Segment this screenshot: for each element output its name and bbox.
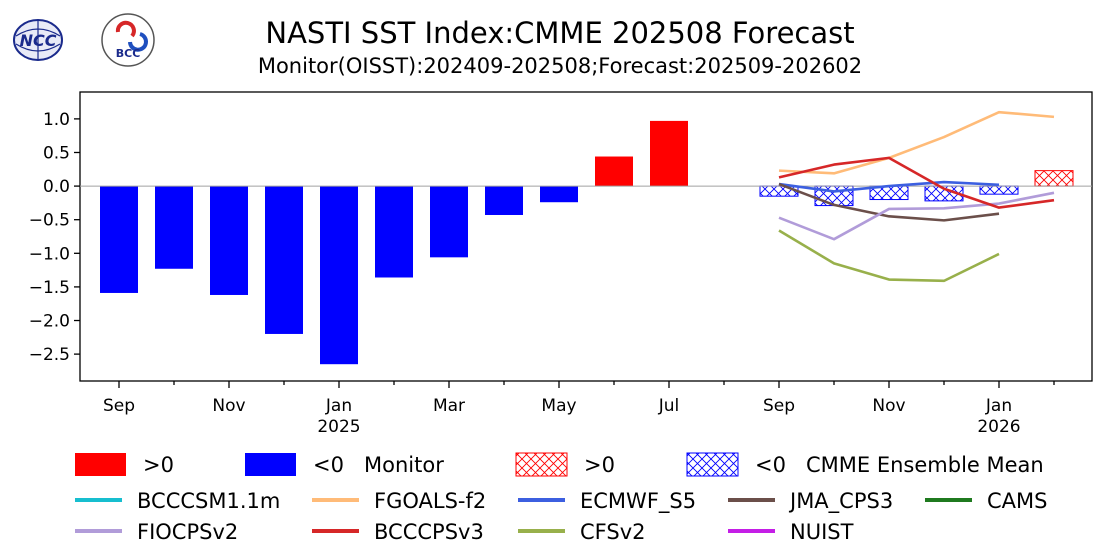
legend-model-label: CAMS <box>987 489 1047 513</box>
monitor-bar <box>595 156 633 187</box>
chart-subtitle: Monitor(OISST):202409-202508;Forecast:20… <box>258 54 862 78</box>
monitor-bar <box>430 186 468 258</box>
legend-model-label: CFSv2 <box>580 520 646 544</box>
legend-model-label: ECMWF_S5 <box>580 489 696 514</box>
legend-label-hatch-pos: >0 <box>584 453 615 477</box>
monitor-bar <box>100 186 138 293</box>
x-tick-label: Sep <box>763 396 795 416</box>
bcc-logo-text: BCC <box>116 47 141 60</box>
y-tick-label: 1.0 <box>43 110 70 130</box>
model-line-ecmwf-s5 <box>778 180 1000 193</box>
y-tick-label: 0.5 <box>43 143 70 163</box>
model-line-fgoals-f2 <box>778 110 1055 175</box>
ensemble-mean-bar <box>1034 170 1074 187</box>
y-tick-label: −0.5 <box>29 211 70 231</box>
legend-model-label: JMA_CPS3 <box>788 489 893 514</box>
legend-swatch-solid-pos <box>75 453 126 476</box>
legend-swatch-solid-neg <box>245 453 296 476</box>
ensemble-mean-bar <box>979 185 1019 195</box>
monitor-bar <box>540 186 578 203</box>
bcc-logo: BCC <box>101 13 155 67</box>
plot-area: 1.00.50.0−0.5−1.0−1.5−2.0−2.5 Sep Nov Jan2… <box>29 91 1093 437</box>
legend-model-label: BCCCPSv3 <box>374 520 484 544</box>
legend-label-solid-pos: >0 <box>143 453 174 477</box>
chart-title: NASTI SST Index:CMME 202508 Forecast <box>265 16 854 50</box>
legend-label-hatch-neg: <0 <box>755 453 786 477</box>
x-tick-label: Jan <box>325 396 352 416</box>
x-tick-label: Nov <box>212 396 245 416</box>
legend-swatch-hatch-pos <box>515 452 568 477</box>
legend-model-label: FGOALS-f2 <box>374 489 486 513</box>
y-tick-label: −2.5 <box>29 345 70 365</box>
monitor-bar <box>155 186 193 269</box>
y-axis: 1.0 0.5 0.0 −0.5 −1.0 −1.5 −2.0 −2.5 <box>29 110 80 365</box>
legend-swatch-hatch-neg <box>686 452 739 477</box>
x-tick-label: Jan <box>985 396 1012 416</box>
monitor-bar <box>210 186 248 295</box>
monitor-bar <box>265 186 303 334</box>
plot-frame <box>79 91 1093 382</box>
legend-model-label: FIOCPSv2 <box>137 520 238 544</box>
legend-group-label: CMME Ensemble Mean <box>806 453 1044 477</box>
bars-layer <box>100 120 1074 365</box>
x-tick-label: Mar <box>433 396 465 416</box>
model-line-fiocpsv2 <box>778 191 1055 241</box>
monitor-bar <box>375 186 413 278</box>
ncc-logo: NCC <box>13 19 63 61</box>
ensemble-mean-bar <box>759 185 799 197</box>
y-tick-label: 0.0 <box>43 177 70 197</box>
x-tick-label: Sep <box>103 396 135 416</box>
monitor-bar <box>650 120 688 187</box>
x-tick-label: 2025 <box>317 417 360 437</box>
y-tick-label: −1.0 <box>29 244 70 264</box>
ncc-logo-text: NCC <box>20 31 57 50</box>
legend-model-label: BCCCSM1.1m <box>137 489 280 513</box>
model-lines-layer <box>778 110 1055 283</box>
x-tick-label: Jul <box>658 396 680 416</box>
legend-model-label: NUIST <box>790 520 854 544</box>
x-tick-label: May <box>541 396 576 416</box>
monitor-bar <box>485 186 523 215</box>
y-tick-label: −2.0 <box>29 312 70 332</box>
x-tick-label: Nov <box>872 396 905 416</box>
x-tick-label: 2026 <box>977 417 1020 437</box>
monitor-bar <box>320 186 358 365</box>
legend-group-label: Monitor <box>364 453 444 477</box>
legend: >0 <0 Monitor >0 <0 CMME Ensemble Mean BCCCSM1… <box>75 452 1047 544</box>
legend-label-solid-neg: <0 <box>313 453 344 477</box>
y-tick-label: −1.5 <box>29 278 70 298</box>
model-line-bcccpsv3 <box>778 156 1055 209</box>
model-line-jma-cps3 <box>778 182 1000 222</box>
model-line-cfsv2 <box>778 229 1000 283</box>
